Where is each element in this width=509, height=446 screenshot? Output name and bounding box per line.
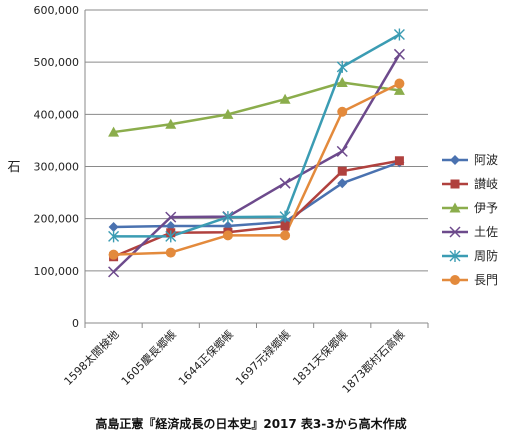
legend-label: 讃岐 bbox=[474, 177, 498, 191]
legend-label: 長門 bbox=[474, 273, 498, 287]
y-tick-label: 200,000 bbox=[34, 213, 80, 226]
legend-item: 周防 bbox=[442, 248, 498, 263]
series-line-4 bbox=[112, 53, 401, 273]
data-point bbox=[108, 266, 120, 278]
data-point bbox=[336, 60, 348, 73]
x-tick-label: 1697元禄郷帳 bbox=[232, 327, 293, 388]
legend-item: 長門 bbox=[442, 273, 498, 287]
data-point bbox=[222, 230, 233, 241]
data-point bbox=[222, 108, 234, 119]
x-tick-label: 1644正保郷帳 bbox=[175, 327, 236, 388]
legend-label: 阿波 bbox=[474, 153, 498, 167]
legend-item: 伊予 bbox=[442, 201, 498, 215]
data-point bbox=[394, 156, 404, 166]
y-tick-label: 100,000 bbox=[34, 265, 80, 278]
y-tick-label: 600,000 bbox=[34, 4, 80, 17]
data-point bbox=[279, 210, 291, 223]
data-point bbox=[393, 48, 405, 60]
y-tick-label: 500,000 bbox=[34, 56, 80, 69]
data-point bbox=[165, 247, 176, 258]
legend-label: 伊予 bbox=[474, 201, 498, 215]
data-point bbox=[108, 249, 119, 260]
series-line-5 bbox=[113, 33, 401, 238]
series-line-2 bbox=[113, 159, 400, 258]
legend-marker bbox=[449, 250, 461, 262]
data-point bbox=[165, 230, 177, 243]
chart-caption: 高島正憲『経済成長の日本史』2017 表3-3から高木作成 bbox=[95, 416, 406, 431]
data-point bbox=[393, 28, 405, 41]
legend-marker bbox=[450, 179, 460, 189]
series-line-3 bbox=[113, 81, 400, 134]
y-tick-label: 300,000 bbox=[34, 161, 80, 174]
gridlines bbox=[85, 9, 428, 324]
data-point bbox=[280, 221, 290, 231]
data-point bbox=[279, 93, 291, 104]
data-point bbox=[337, 106, 348, 117]
legend-item: 土佐 bbox=[442, 225, 498, 239]
data-point bbox=[336, 77, 348, 88]
data-point bbox=[108, 126, 120, 137]
series-markers bbox=[108, 28, 405, 278]
data-point bbox=[337, 166, 347, 176]
series-lines bbox=[112, 33, 401, 273]
x-tick-label: 1605慶長郷帳 bbox=[118, 327, 179, 388]
legend-label: 土佐 bbox=[474, 225, 498, 239]
legend-marker bbox=[449, 226, 461, 238]
y-axis-title: 石 bbox=[7, 160, 20, 175]
axes: 0 100,000 200,000 300,000 400,000 500,000 600,… bbox=[34, 4, 429, 396]
legend-marker bbox=[450, 275, 460, 285]
legend-item: 讃岐 bbox=[442, 177, 498, 191]
data-point bbox=[222, 211, 234, 224]
y-tick-label: 400,000 bbox=[34, 108, 80, 121]
data-point bbox=[108, 222, 119, 233]
data-point bbox=[337, 178, 348, 189]
data-point bbox=[165, 118, 177, 129]
y-tick-label: 0 bbox=[72, 317, 79, 330]
legend-item: 阿波 bbox=[442, 153, 498, 167]
data-point bbox=[108, 230, 120, 243]
data-point bbox=[165, 211, 177, 223]
data-point bbox=[336, 145, 348, 157]
data-point bbox=[393, 84, 405, 95]
legend-marker bbox=[450, 155, 460, 165]
x-tick-label: 1831天保郷帳 bbox=[290, 327, 351, 388]
x-tick-label: 1598太閤検地 bbox=[61, 327, 122, 388]
data-point bbox=[280, 230, 291, 241]
legend-label: 周防 bbox=[474, 248, 498, 263]
legend-marker bbox=[449, 202, 461, 213]
data-point bbox=[279, 177, 291, 189]
data-point bbox=[394, 78, 405, 89]
series-line-6 bbox=[113, 82, 400, 256]
